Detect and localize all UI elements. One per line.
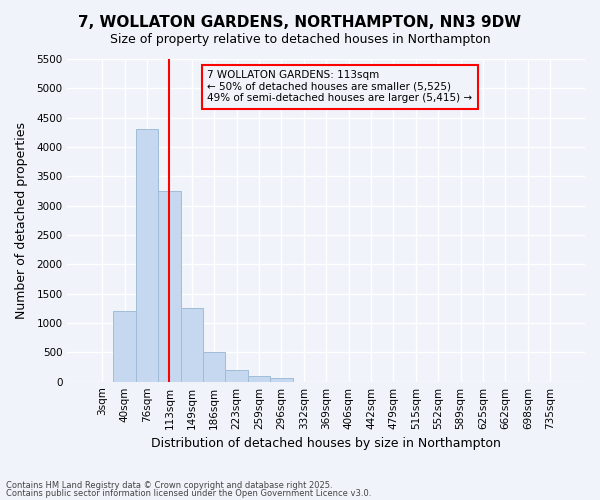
Text: 7, WOLLATON GARDENS, NORTHAMPTON, NN3 9DW: 7, WOLLATON GARDENS, NORTHAMPTON, NN3 9D… <box>79 15 521 30</box>
Bar <box>203 352 226 382</box>
Text: 7 WOLLATON GARDENS: 113sqm
← 50% of detached houses are smaller (5,525)
49% of s: 7 WOLLATON GARDENS: 113sqm ← 50% of deta… <box>207 70 472 104</box>
Bar <box>181 308 203 382</box>
Text: Contains HM Land Registry data © Crown copyright and database right 2025.: Contains HM Land Registry data © Crown c… <box>6 481 332 490</box>
Text: Size of property relative to detached houses in Northampton: Size of property relative to detached ho… <box>110 32 490 46</box>
Text: Contains public sector information licensed under the Open Government Licence v3: Contains public sector information licen… <box>6 488 371 498</box>
Bar <box>158 191 181 382</box>
X-axis label: Distribution of detached houses by size in Northampton: Distribution of detached houses by size … <box>151 437 501 450</box>
Bar <box>270 378 293 382</box>
Bar <box>113 312 136 382</box>
Y-axis label: Number of detached properties: Number of detached properties <box>15 122 28 319</box>
Bar <box>136 130 158 382</box>
Bar <box>226 370 248 382</box>
Bar <box>248 376 270 382</box>
